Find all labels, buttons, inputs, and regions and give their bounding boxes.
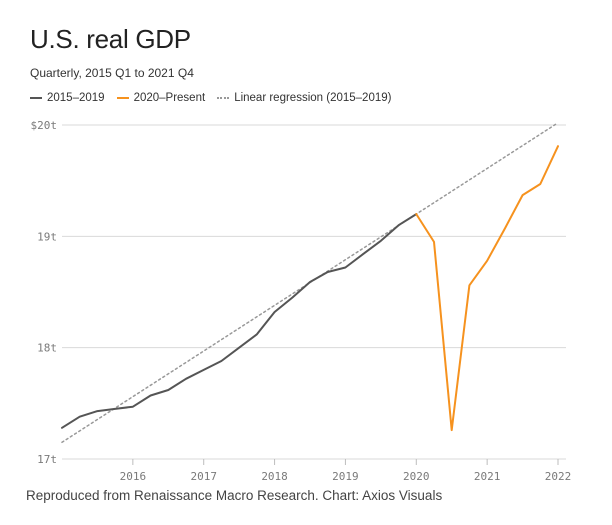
x-tick-label: 2021 (474, 470, 501, 483)
chart-title: U.S. real GDP (30, 24, 191, 54)
legend: 2015–2019 2020–Present Linear regression… (30, 92, 403, 104)
legend-swatch-regression (217, 97, 230, 99)
x-tick-label: 2016 (120, 470, 147, 483)
x-tick-label: 2022 (545, 470, 572, 483)
legend-label-2015-2019: 2015–2019 (47, 92, 105, 104)
legend-label-2020-present: 2020–Present (133, 92, 206, 104)
y-tick-label: 17t (37, 453, 57, 466)
chart-subtitle: Quarterly, 2015 Q1 to 2021 Q4 (30, 66, 194, 80)
y-tick-label: $20t (31, 119, 58, 132)
series-line-2015-2019 (61, 213, 418, 429)
x-tick-label: 2020 (403, 470, 430, 483)
x-tick-label: 2019 (332, 470, 359, 483)
legend-swatch-2020-present (116, 97, 129, 99)
series-line-2020-present (415, 145, 559, 432)
legend-item-2020-present: 2020–Present (116, 92, 206, 104)
legend-item-regression: Linear regression (2015–2019) (217, 92, 391, 104)
legend-label-regression: Linear regression (2015–2019) (234, 92, 392, 104)
y-tick-label: 19t (37, 230, 57, 243)
x-tick-label: 2017 (190, 470, 217, 483)
x-tick-label: 2018 (261, 470, 288, 483)
legend-item-2015-2019: 2015–2019 (30, 92, 105, 104)
legend-swatch-2015-2019 (30, 97, 42, 99)
y-tick-label: 18t (37, 342, 57, 355)
source-note: Reproduced from Renaissance Macro Resear… (26, 488, 443, 503)
